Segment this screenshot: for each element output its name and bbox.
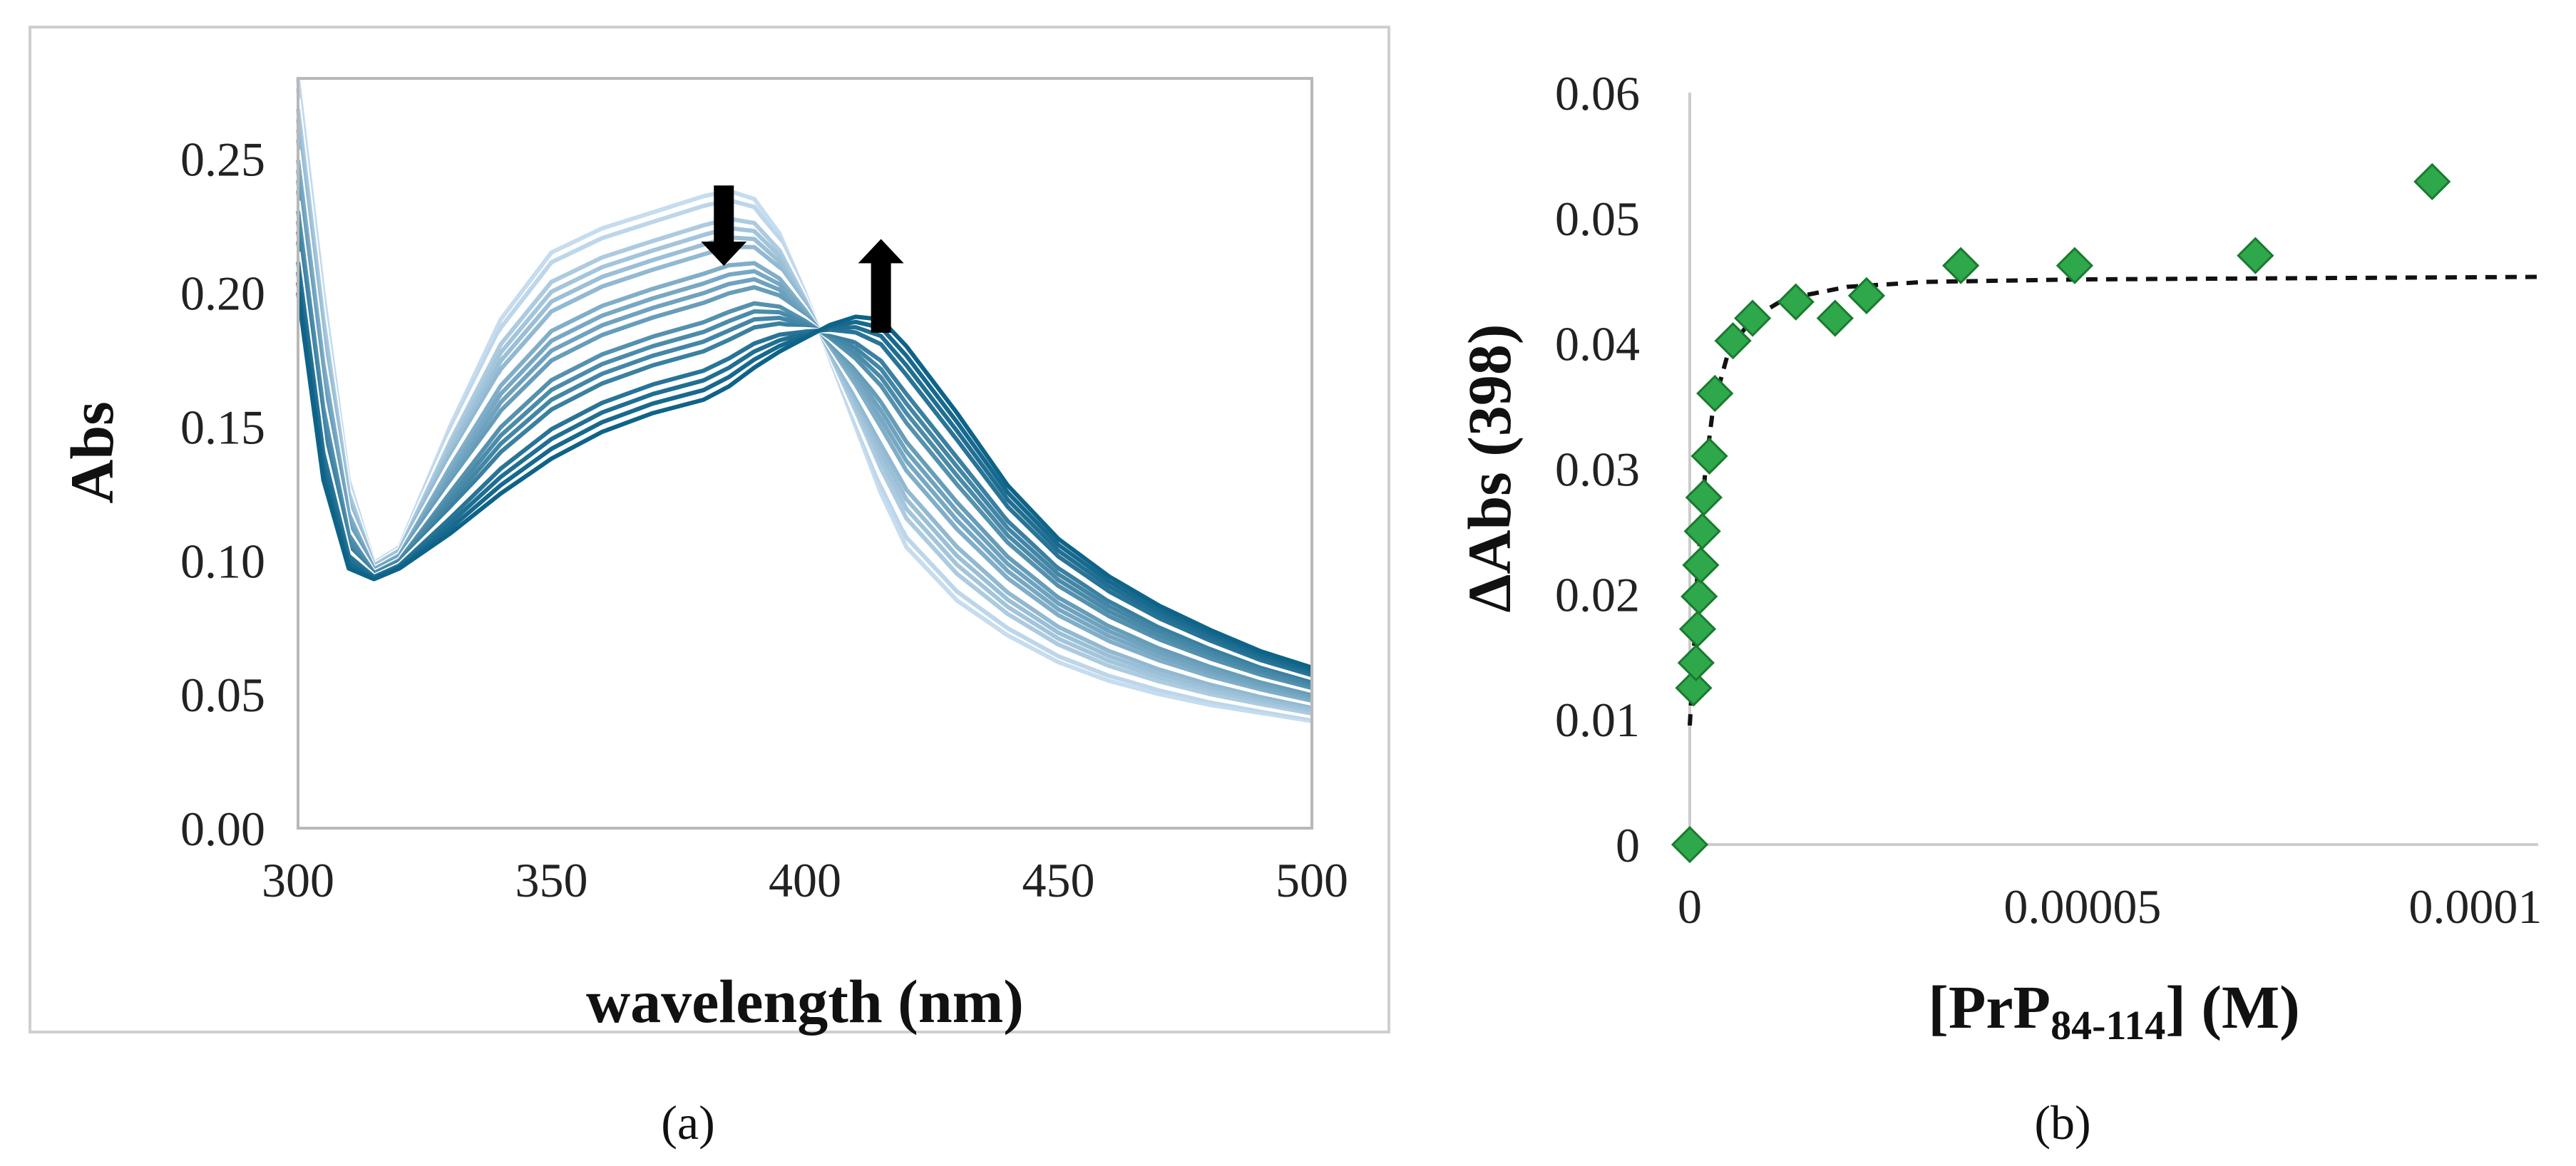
data-point bbox=[1680, 577, 1718, 615]
x-tick-label: 500 bbox=[1276, 853, 1348, 907]
chart-a-y-ticks: 0.00 0.05 0.10 0.15 0.20 0.25 bbox=[180, 133, 265, 856]
y-tick-label: 0 bbox=[1616, 818, 1640, 872]
y-tick-label: 0.05 bbox=[1555, 192, 1640, 246]
chart-b-x-axis-label-pre: [PrP bbox=[1928, 973, 2051, 1041]
y-tick-label: 0.03 bbox=[1555, 443, 1640, 497]
panel-label-b: (b) bbox=[2034, 1095, 2090, 1150]
x-tick-label: 0.00005 bbox=[2003, 879, 2161, 934]
chart-a-y-axis-label: Abs bbox=[58, 401, 126, 503]
data-point bbox=[1678, 610, 1717, 648]
data-point bbox=[1671, 825, 1709, 864]
y-tick-label: 0.25 bbox=[180, 133, 265, 187]
data-point bbox=[1847, 277, 1886, 314]
y-tick-label: 0.15 bbox=[180, 400, 265, 454]
y-tick-label: 0.04 bbox=[1555, 317, 1640, 371]
data-point bbox=[1677, 644, 1715, 682]
data-point bbox=[1696, 374, 1734, 413]
x-tick-label: 300 bbox=[262, 853, 334, 907]
chart-b-points bbox=[1671, 162, 2451, 864]
chart-b: 0 0.01 0.02 0.03 0.04 0.05 0.06 0 0.00005 0.0001… bbox=[1455, 66, 2542, 1048]
chart-a-series bbox=[295, 78, 1313, 723]
x-tick-label: 400 bbox=[769, 853, 841, 907]
chart-a-annotations bbox=[701, 185, 904, 333]
data-point bbox=[1816, 299, 1854, 337]
data-point bbox=[1675, 669, 1713, 707]
chart-b-fit-curve bbox=[1688, 274, 2539, 726]
x-tick-label: 350 bbox=[515, 853, 588, 907]
chart-a: 0.00 0.05 0.10 0.15 0.20 0.25 300 350 400 450 500… bbox=[29, 26, 1390, 1036]
y-tick-label: 0.01 bbox=[1555, 693, 1640, 747]
chart-a-plot-border bbox=[297, 77, 1313, 830]
y-tick-label: 0.02 bbox=[1555, 567, 1640, 621]
chart-b-x-axis-label: [PrP84-114] (M) bbox=[1928, 973, 2300, 1048]
x-tick-label: 0.0001 bbox=[2408, 879, 2542, 934]
data-point bbox=[1942, 247, 1980, 284]
data-point bbox=[1734, 299, 1772, 337]
chart-a-x-axis-label: wavelength (nm) bbox=[586, 967, 1024, 1036]
chart-b-axes bbox=[1688, 93, 2538, 846]
y-tick-label: 0.10 bbox=[180, 534, 265, 588]
chart-b-y-axis-label: ΔAbs (398) bbox=[1455, 324, 1524, 612]
chart-b-x-ticks: 0 0.00005 0.0001 bbox=[1678, 879, 2542, 934]
data-point bbox=[2413, 162, 2451, 200]
data-point bbox=[1690, 437, 1728, 475]
chart-b-y-ticks: 0 0.01 0.02 0.03 0.04 0.05 0.06 bbox=[1555, 66, 1640, 872]
data-point bbox=[1683, 512, 1721, 550]
chart-b-x-axis-label-post: ] (M) bbox=[2165, 973, 2300, 1041]
data-point bbox=[1685, 478, 1723, 517]
data-point bbox=[1682, 546, 1720, 584]
chart-b-x-axis-label-sub: 84-114 bbox=[2051, 1002, 2165, 1048]
y-tick-label: 0.20 bbox=[180, 267, 265, 321]
y-tick-label: 0.06 bbox=[1555, 66, 1640, 120]
chart-a-x-ticks: 300 350 400 450 500 bbox=[262, 853, 1348, 907]
y-tick-label: 0.05 bbox=[180, 668, 265, 722]
data-point bbox=[1714, 322, 1752, 360]
y-tick-label: 0.00 bbox=[180, 802, 265, 856]
data-point bbox=[2237, 237, 2274, 274]
data-point bbox=[1777, 283, 1815, 321]
down-arrow-icon bbox=[701, 185, 747, 266]
panel-label-a: (a) bbox=[661, 1095, 714, 1150]
x-tick-label: 450 bbox=[1022, 853, 1095, 907]
spectrum-line bbox=[296, 292, 1313, 670]
up-arrow-icon bbox=[858, 239, 904, 333]
data-point bbox=[2056, 247, 2094, 284]
x-tick-label: 0 bbox=[1678, 879, 1702, 934]
